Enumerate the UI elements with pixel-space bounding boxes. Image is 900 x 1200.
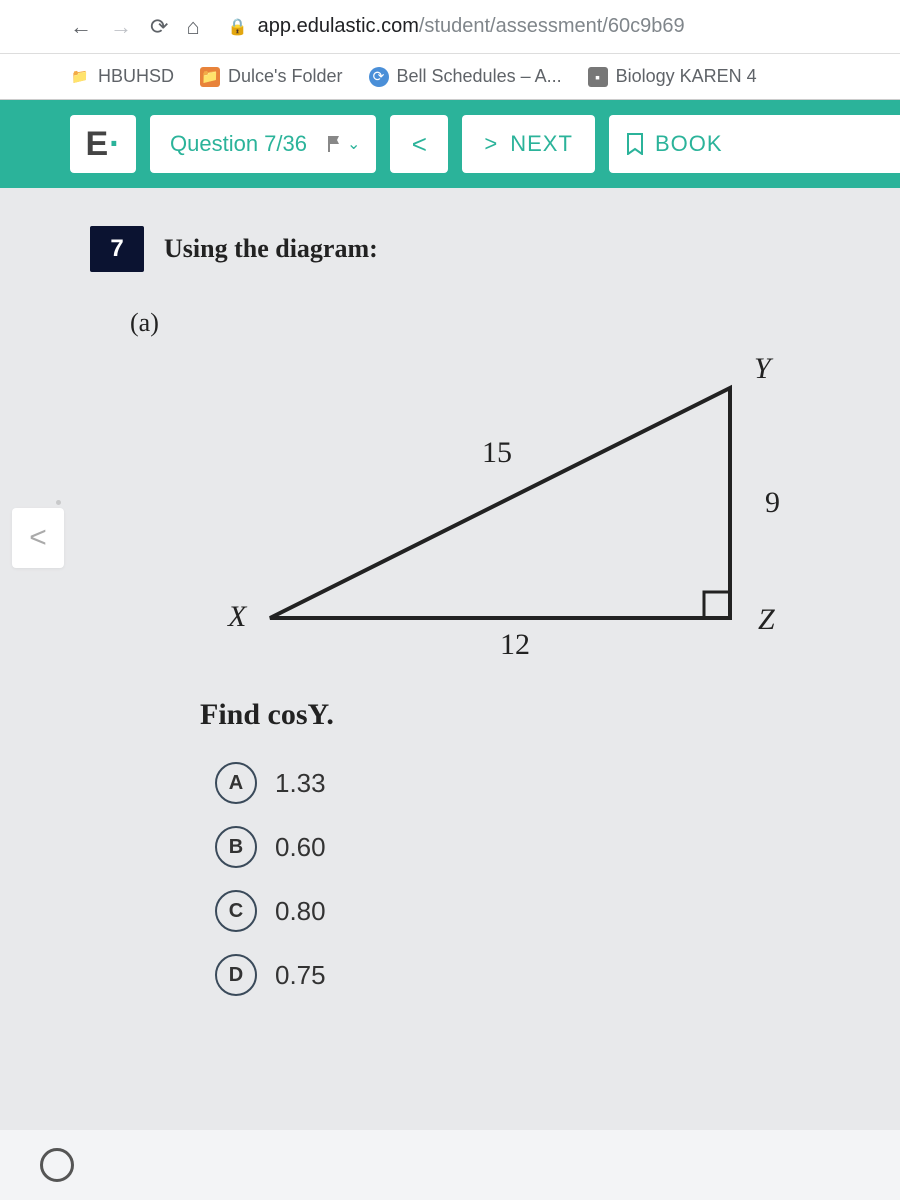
question-prompt: Find cosY. xyxy=(200,698,900,732)
browser-nav-bar: ← → ⟳ ⌂ 🔒 app.edulastic.com/student/asse… xyxy=(0,0,900,54)
url-bar[interactable]: 🔒 app.edulastic.com/student/assessment/6… xyxy=(218,15,890,38)
question-counter: Question 7/36 xyxy=(170,131,307,157)
bookmark-label: Bell Schedules – A... xyxy=(397,66,562,87)
bookmark-dulces-folder[interactable]: 📁 Dulce's Folder xyxy=(200,66,342,87)
app-bar: E· Question 7/36 ⌄ < > NEXT BOOK xyxy=(0,100,900,188)
choice-letter: C xyxy=(215,890,257,932)
back-icon[interactable]: ← xyxy=(70,14,92,40)
question-title: Using the diagram: xyxy=(164,234,378,264)
choice-d[interactable]: D 0.75 xyxy=(215,954,900,996)
forward-icon[interactable]: → xyxy=(110,14,132,40)
lock-icon: 🔒 xyxy=(228,17,248,37)
choice-value: 0.80 xyxy=(275,896,326,927)
question-number-badge: 7 xyxy=(90,226,144,272)
choice-c[interactable]: C 0.80 xyxy=(215,890,900,932)
reload-icon[interactable]: ⟳ xyxy=(150,14,168,40)
choice-letter: A xyxy=(215,762,257,804)
url-path: /student/assessment/60c9b69 xyxy=(419,15,685,37)
home-button[interactable] xyxy=(40,1148,74,1182)
choice-value: 0.75 xyxy=(275,960,326,991)
question-content: < 7 Using the diagram: (a) Y X Z 15 9 12… xyxy=(0,188,900,996)
chevron-right-icon: > xyxy=(484,131,498,157)
question-selector[interactable]: Question 7/36 ⌄ xyxy=(150,115,376,173)
bookmark-button[interactable]: BOOK xyxy=(609,115,900,173)
bookmark-label: Biology KAREN 4 xyxy=(616,66,757,87)
bookmark-label: BOOK xyxy=(655,131,723,157)
question-part-label: (a) xyxy=(130,308,900,338)
vertex-x-label: X xyxy=(228,600,246,634)
site-icon: ⟳ xyxy=(369,67,389,87)
choice-value: 0.60 xyxy=(275,832,326,863)
choice-letter: B xyxy=(215,826,257,868)
next-question-button[interactable]: > NEXT xyxy=(462,115,595,173)
android-nav-bar xyxy=(0,1130,900,1200)
bookmark-bell-schedules[interactable]: ⟳ Bell Schedules – A... xyxy=(369,66,562,87)
chevron-left-icon: < xyxy=(412,129,427,160)
next-label: NEXT xyxy=(510,131,573,157)
choice-letter: D xyxy=(215,954,257,996)
vertex-z-label: Z xyxy=(758,603,775,637)
side-hypotenuse-label: 15 xyxy=(482,436,512,470)
bookmarks-bar: 📁 HBUHSD 📁 Dulce's Folder ⟳ Bell Schedul… xyxy=(0,54,900,100)
flag-dropdown-icon: ⌄ xyxy=(325,134,360,154)
folder-icon: 📁 xyxy=(70,67,90,87)
url-domain: app.edulastic.com xyxy=(258,15,419,37)
bookmark-icon xyxy=(625,133,645,155)
triangle-diagram: Y X Z 15 9 12 xyxy=(210,348,840,668)
side-base-label: 12 xyxy=(500,628,530,662)
logo-letter: E xyxy=(85,125,108,164)
chevron-left-icon: < xyxy=(29,521,47,555)
choice-b[interactable]: B 0.60 xyxy=(215,826,900,868)
vertex-y-label: Y xyxy=(754,352,771,386)
collapse-panel-button[interactable]: < xyxy=(12,508,64,568)
bookmark-label: HBUHSD xyxy=(98,66,174,87)
prev-question-button[interactable]: < xyxy=(390,115,448,173)
app-logo[interactable]: E· xyxy=(70,115,136,173)
side-vertical-label: 9 xyxy=(765,486,780,520)
bookmark-hbuhsd[interactable]: 📁 HBUHSD xyxy=(70,66,174,87)
choice-value: 1.33 xyxy=(275,768,326,799)
bookmark-label: Dulce's Folder xyxy=(228,66,342,87)
folder-icon: 📁 xyxy=(200,67,220,87)
home-icon[interactable]: ⌂ xyxy=(186,14,199,40)
answer-choices: A 1.33 B 0.60 C 0.80 D 0.75 xyxy=(215,762,900,996)
choice-a[interactable]: A 1.33 xyxy=(215,762,900,804)
question-header: 7 Using the diagram: xyxy=(90,226,900,272)
site-icon: ▪ xyxy=(588,67,608,87)
logo-dot-icon: · xyxy=(109,125,120,164)
bookmark-biology-karen[interactable]: ▪ Biology KAREN 4 xyxy=(588,66,757,87)
